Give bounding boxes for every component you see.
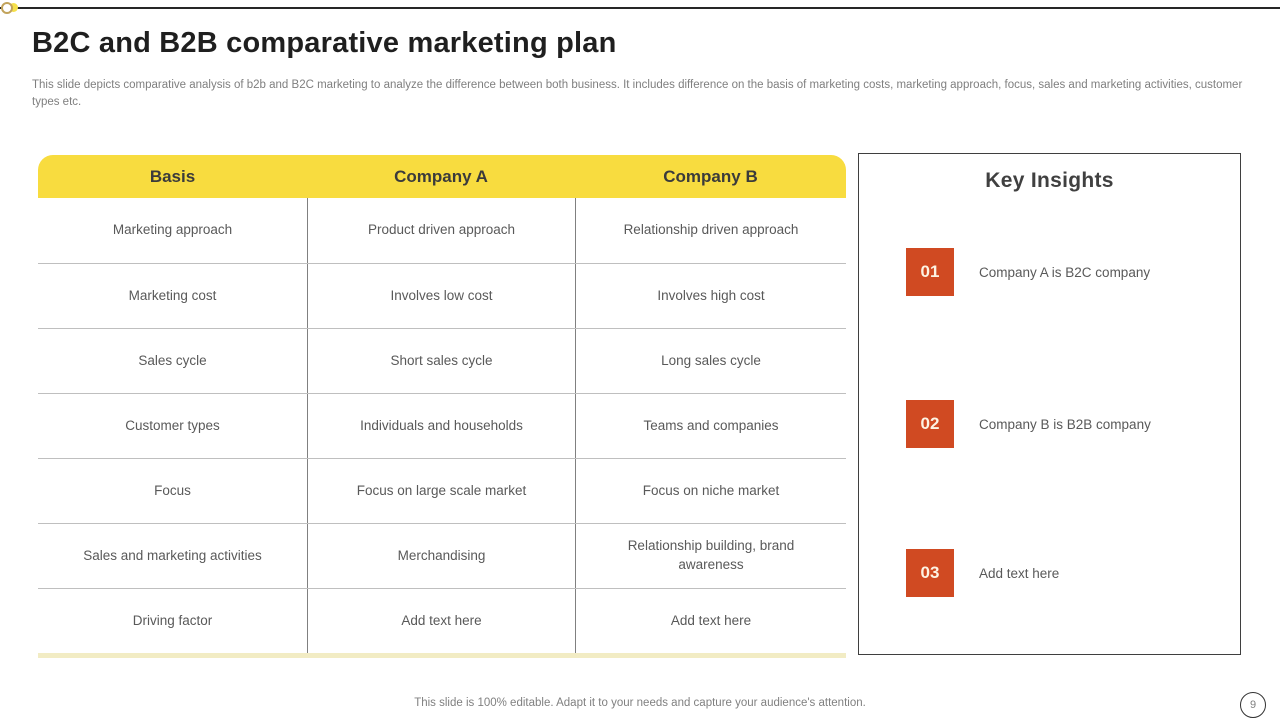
top-left-ring-icon (1, 2, 13, 14)
page-number-badge: 9 (1240, 692, 1266, 718)
cell-company-a: Product driven approach (307, 198, 575, 263)
insight-item-01: 01 Company A is B2C company (906, 248, 1224, 296)
key-insights-title: Key Insights (985, 169, 1114, 192)
editable-footer-note: This slide is 100% editable. Adapt it to… (414, 697, 866, 709)
key-insights-panel: Key Insights 01 Company A is B2C company… (858, 153, 1241, 655)
cell-basis: Customer types (125, 417, 220, 433)
top-divider-line (0, 7, 1280, 9)
table-row: Sales cycle Short sales cycle Long sales… (38, 328, 846, 393)
table-bottom-accent-strip (38, 653, 846, 658)
cell-company-a: Individuals and households (307, 394, 575, 458)
cell-company-b: Relationship building, brand awareness (575, 524, 846, 588)
add-text-placeholder[interactable]: Add text here (307, 589, 575, 653)
table-row: Focus Focus on large scale market Focus … (38, 458, 846, 523)
cell-company-a: Short sales cycle (307, 329, 575, 393)
insight-text: Company B is B2B company (979, 416, 1151, 432)
cell-company-b: Relationship driven approach (575, 198, 846, 263)
cell-basis: Marketing approach (112, 222, 233, 238)
cell-company-a: Focus on large scale market (307, 459, 575, 523)
cell-company-a: Involves low cost (307, 264, 575, 328)
table-row: Sales and marketing activities Merchandi… (38, 523, 846, 588)
cell-basis: Driving factor (132, 612, 213, 628)
page-title: B2C and B2B comparative marketing plan (32, 27, 617, 59)
cell-company-b: Focus on niche market (575, 459, 846, 523)
page-number: 9 (1249, 699, 1257, 711)
cell-company-b: Teams and companies (575, 394, 846, 458)
cell-basis: Focus (154, 482, 191, 498)
table-row: Marketing approach Product driven approa… (38, 198, 846, 263)
cell-basis: Sales cycle (138, 352, 207, 368)
insight-item-03: 03 Add text here (906, 549, 1224, 597)
add-text-placeholder[interactable]: Add text here (979, 565, 1060, 581)
insight-number-badge: 02 (906, 400, 954, 448)
cell-company-b: Long sales cycle (575, 329, 846, 393)
slide-description: This slide depicts comparative analysis … (32, 79, 1243, 108)
cell-company-b: Involves high cost (575, 264, 846, 328)
insight-number-badge: 01 (906, 248, 954, 296)
column-header-basis: Basis (149, 166, 196, 186)
column-header-company-a: Company A (394, 166, 488, 186)
top-left-accent-dot (9, 3, 18, 12)
cell-company-a: Merchandising (307, 524, 575, 588)
comparison-table: Basis Company A Company B Marketing appr… (38, 155, 846, 658)
add-text-placeholder[interactable]: Add text here (575, 589, 846, 653)
table-header-row: Basis Company A Company B (38, 155, 846, 198)
insight-item-02: 02 Company B is B2B company (906, 400, 1224, 448)
cell-basis: Sales and marketing activities (83, 547, 262, 563)
insight-number-badge: 03 (906, 549, 954, 597)
insight-text: Company A is B2C company (979, 264, 1151, 280)
table-row: Driving factor Add text here Add text he… (38, 588, 846, 653)
table-row: Customer types Individuals and household… (38, 393, 846, 458)
cell-basis: Marketing cost (128, 287, 217, 303)
table-row: Marketing cost Involves low cost Involve… (38, 263, 846, 328)
column-header-company-b: Company B (663, 166, 758, 186)
